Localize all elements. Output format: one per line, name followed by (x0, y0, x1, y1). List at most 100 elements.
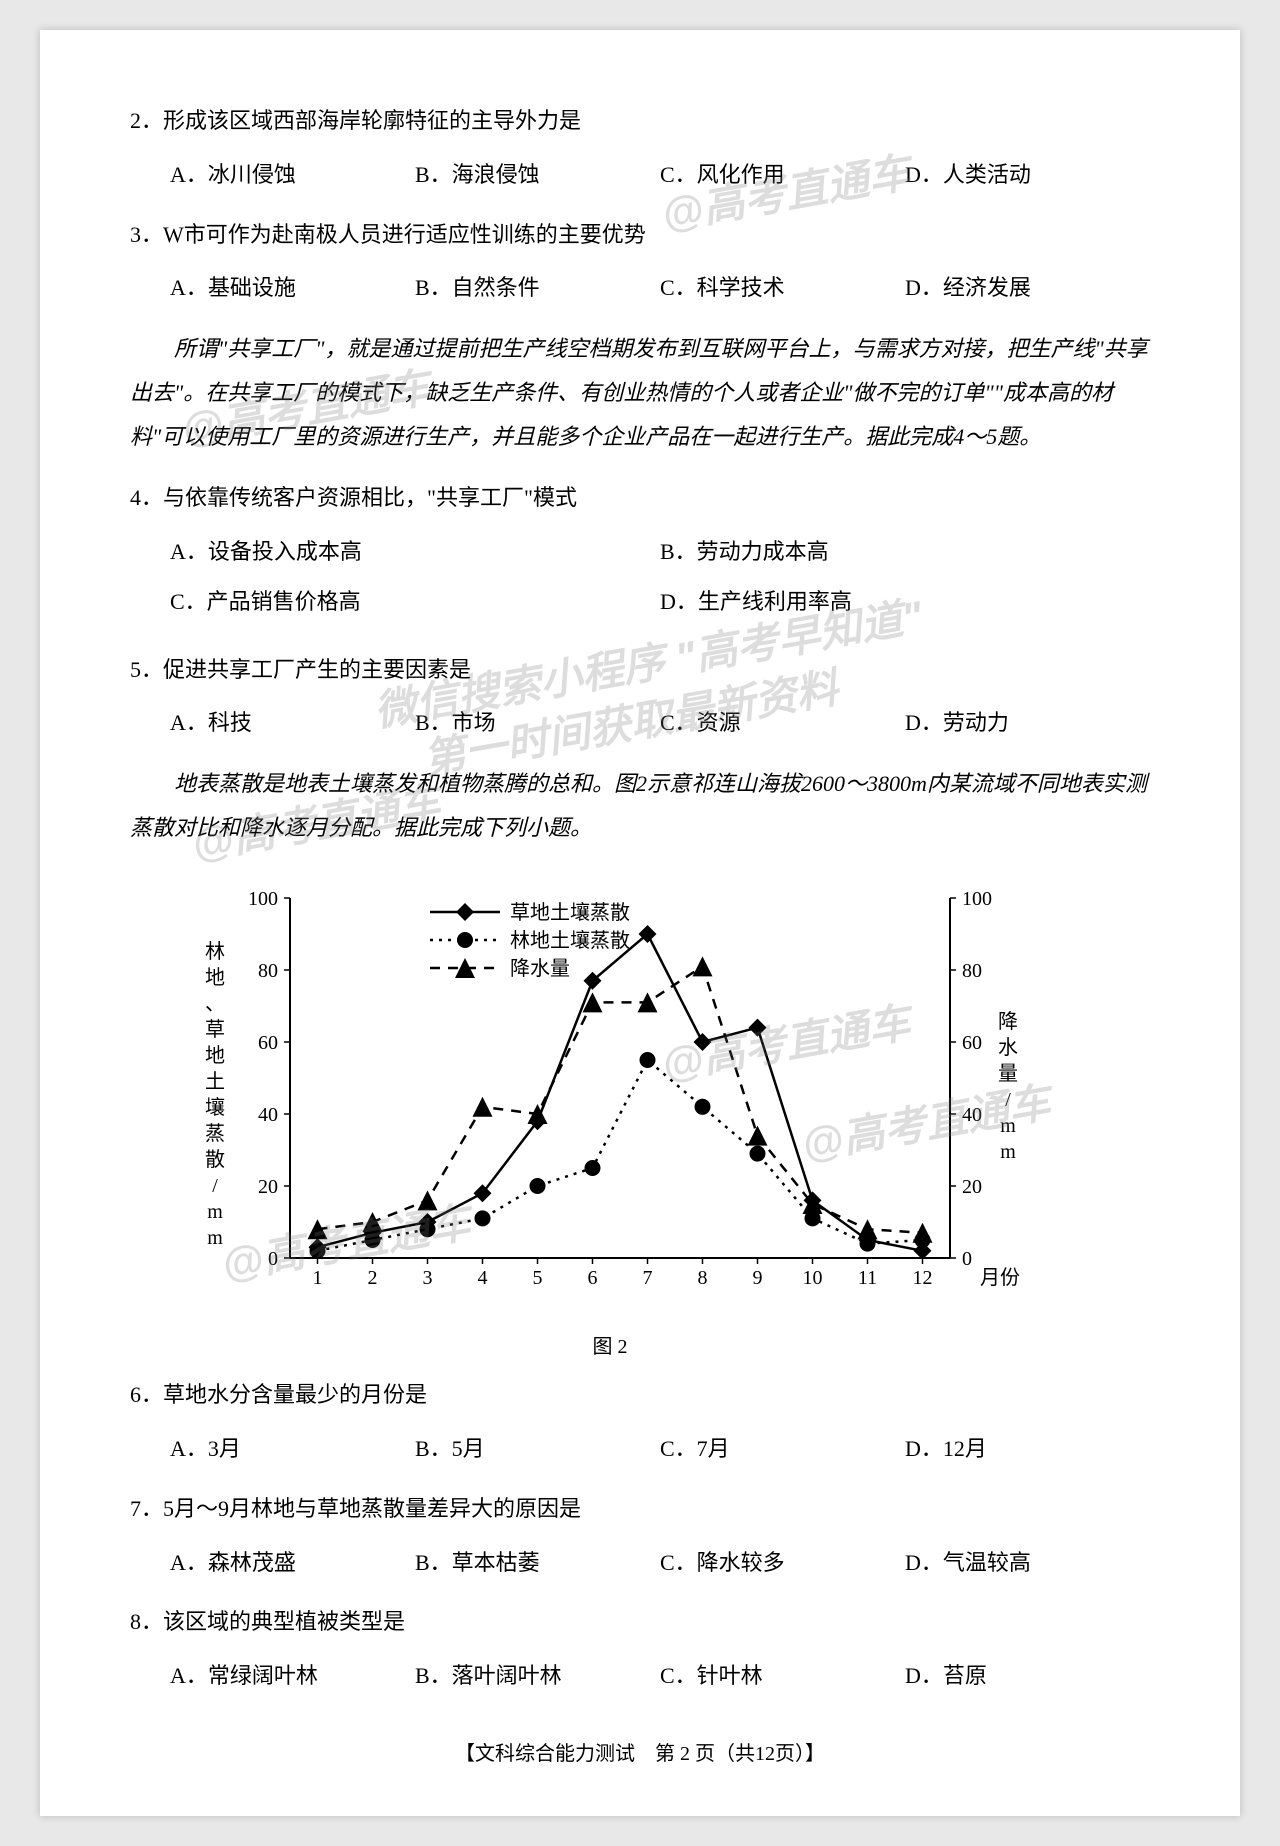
q7-option-c: C．降水较多 (660, 1542, 905, 1584)
svg-text:40: 40 (962, 1104, 982, 1126)
svg-text:降: 降 (998, 1010, 1018, 1033)
svg-text:12: 12 (913, 1267, 933, 1289)
q3-option-c: C．科学技术 (660, 267, 905, 309)
q6-stem: 6．草地水分含量最少的月份是 (130, 1374, 1150, 1416)
q4-option-d: D．生产线利用率高 (660, 581, 1150, 623)
svg-text:11: 11 (858, 1267, 877, 1289)
svg-text:60: 60 (258, 1032, 278, 1054)
q8-options: A．常绿阔叶林 B．落叶阔叶林 C．针叶林 D．苔原 (130, 1655, 1150, 1697)
svg-text:8: 8 (698, 1267, 708, 1289)
svg-text:m: m (207, 1201, 223, 1223)
q5-option-c: C．资源 (660, 702, 905, 744)
q5-option-b: B．市场 (415, 702, 660, 744)
svg-text:20: 20 (258, 1176, 278, 1198)
svg-text:20: 20 (962, 1176, 982, 1198)
q5-stem: 5．促进共享工厂产生的主要因素是 (130, 649, 1150, 691)
svg-text:/: / (1005, 1089, 1011, 1111)
q6-options: A．3月 B．5月 C．7月 D．12月 (130, 1428, 1150, 1470)
svg-text:蒸: 蒸 (205, 1122, 225, 1145)
q4-option-c: C．产品销售价格高 (170, 581, 660, 623)
svg-text:60: 60 (962, 1032, 982, 1054)
chart-figure-2: 002020404060608080100100123456789101112月… (190, 868, 1030, 1359)
q7-option-a: A．森林茂盛 (170, 1542, 415, 1584)
q8-option-c: C．针叶林 (660, 1655, 905, 1697)
question-3: 3．W市可作为赴南极人员进行适应性训练的主要优势 A．基础设施 B．自然条件 C… (130, 214, 1150, 310)
svg-text:散: 散 (205, 1148, 225, 1171)
exam-page: 2．形成该区域西部海岸轮廓特征的主导外力是 A．冰川侵蚀 B．海浪侵蚀 C．风化… (40, 30, 1240, 1816)
svg-text:草地土壤蒸散: 草地土壤蒸散 (510, 901, 630, 924)
q2-option-d: D．人类活动 (905, 154, 1150, 196)
question-6: 6．草地水分含量最少的月份是 A．3月 B．5月 C．7月 D．12月 (130, 1374, 1150, 1470)
svg-text:2: 2 (368, 1267, 378, 1289)
q4-options: A．设备投入成本高 B．劳动力成本高 C．产品销售价格高 D．生产线利用率高 (130, 531, 1150, 631)
q3-options: A．基础设施 B．自然条件 C．科学技术 D．经济发展 (130, 267, 1150, 309)
svg-text:地: 地 (205, 1044, 225, 1067)
svg-text:10: 10 (803, 1267, 823, 1289)
svg-text:3: 3 (423, 1267, 433, 1289)
q3-option-d: D．经济发展 (905, 267, 1150, 309)
question-5: 5．促进共享工厂产生的主要因素是 A．科技 B．市场 C．资源 D．劳动力 (130, 649, 1150, 745)
svg-text:7: 7 (643, 1267, 653, 1289)
svg-text:m: m (207, 1227, 223, 1249)
svg-text:水: 水 (998, 1036, 1018, 1059)
svg-text:林: 林 (205, 940, 225, 963)
question-8: 8．该区域的典型植被类型是 A．常绿阔叶林 B．落叶阔叶林 C．针叶林 D．苔原 (130, 1601, 1150, 1697)
svg-text:80: 80 (258, 960, 278, 982)
svg-text:1: 1 (313, 1267, 323, 1289)
svg-text:4: 4 (478, 1267, 488, 1289)
svg-text:降水量: 降水量 (510, 957, 570, 980)
q6-option-a: A．3月 (170, 1428, 415, 1470)
svg-text:40: 40 (258, 1104, 278, 1126)
q5-option-d: D．劳动力 (905, 702, 1150, 744)
q5-option-a: A．科技 (170, 702, 415, 744)
q7-option-b: B．草本枯萎 (415, 1542, 660, 1584)
q2-options: A．冰川侵蚀 B．海浪侵蚀 C．风化作用 D．人类活动 (130, 154, 1150, 196)
q5-options: A．科技 B．市场 C．资源 D．劳动力 (130, 702, 1150, 744)
passage-evapotranspiration: 地表蒸散是地表土壤蒸发和植物蒸腾的总和。图2示意祁连山海拔2600～3800m内… (130, 762, 1150, 850)
question-2: 2．形成该区域西部海岸轮廓特征的主导外力是 A．冰川侵蚀 B．海浪侵蚀 C．风化… (130, 100, 1150, 196)
q8-option-a: A．常绿阔叶林 (170, 1655, 415, 1697)
question-4: 4．与依靠传统客户资源相比，"共享工厂"模式 A．设备投入成本高 B．劳动力成本… (130, 477, 1150, 630)
svg-text:5: 5 (533, 1267, 543, 1289)
svg-text:0: 0 (962, 1248, 972, 1270)
svg-text:9: 9 (753, 1267, 763, 1289)
svg-text:、: 、 (205, 993, 225, 1015)
page-footer: 【文科综合能力测试 第 2 页（共12页）】 (130, 1737, 1150, 1766)
line-chart-svg: 002020404060608080100100123456789101112月… (190, 868, 1030, 1328)
svg-text:100: 100 (248, 888, 278, 910)
q2-stem: 2．形成该区域西部海岸轮廓特征的主导外力是 (130, 100, 1150, 142)
passage-shared-factory: 所谓"共享工厂"，就是通过提前把生产线空档期发布到互联网平台上，与需求方对接，把… (130, 327, 1150, 459)
q3-stem: 3．W市可作为赴南极人员进行适应性训练的主要优势 (130, 214, 1150, 256)
q4-option-a: A．设备投入成本高 (170, 531, 660, 573)
svg-text:地: 地 (205, 966, 225, 989)
svg-text:6: 6 (588, 1267, 598, 1289)
q8-option-b: B．落叶阔叶林 (415, 1655, 660, 1697)
q8-stem: 8．该区域的典型植被类型是 (130, 1601, 1150, 1643)
q7-option-d: D．气温较高 (905, 1542, 1150, 1584)
svg-text:m: m (1000, 1141, 1016, 1163)
q3-option-a: A．基础设施 (170, 267, 415, 309)
q2-option-b: B．海浪侵蚀 (415, 154, 660, 196)
q6-option-d: D．12月 (905, 1428, 1150, 1470)
q6-option-c: C．7月 (660, 1428, 905, 1470)
q7-stem: 7．5月～9月林地与草地蒸散量差异大的原因是 (130, 1488, 1150, 1530)
q2-option-a: A．冰川侵蚀 (170, 154, 415, 196)
q2-option-c: C．风化作用 (660, 154, 905, 196)
q8-option-d: D．苔原 (905, 1655, 1150, 1697)
svg-text:量: 量 (998, 1063, 1018, 1085)
q4-stem: 4．与依靠传统客户资源相比，"共享工厂"模式 (130, 477, 1150, 519)
svg-text:/: / (212, 1175, 218, 1197)
q4-option-b: B．劳动力成本高 (660, 531, 1150, 573)
svg-text:壤: 壤 (205, 1096, 225, 1119)
svg-text:100: 100 (962, 888, 992, 910)
chart-caption: 图 2 (190, 1330, 1030, 1359)
svg-text:m: m (1000, 1115, 1016, 1137)
svg-text:月份: 月份 (980, 1266, 1020, 1289)
question-7: 7．5月～9月林地与草地蒸散量差异大的原因是 A．森林茂盛 B．草本枯萎 C．降… (130, 1488, 1150, 1584)
q6-option-b: B．5月 (415, 1428, 660, 1470)
svg-text:草: 草 (205, 1018, 225, 1041)
svg-text:林地土壤蒸散: 林地土壤蒸散 (510, 929, 630, 952)
svg-text:0: 0 (268, 1248, 278, 1270)
svg-text:土: 土 (205, 1070, 225, 1093)
q7-options: A．森林茂盛 B．草本枯萎 C．降水较多 D．气温较高 (130, 1542, 1150, 1584)
